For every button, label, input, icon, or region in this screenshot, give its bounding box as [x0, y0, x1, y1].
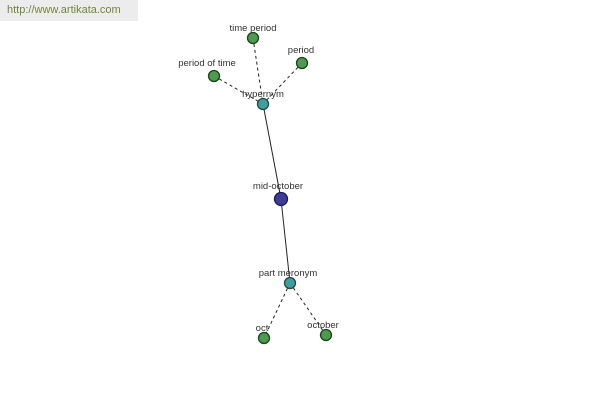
- graph-edge-mid-october-part-meronym: [280, 198, 291, 284]
- graph-node-label-time-period: time period: [230, 23, 277, 34]
- graph-edge-part-meronym-october: [289, 282, 327, 336]
- graph-node-label-period-of-time: period of time: [178, 58, 236, 69]
- graph-edge-hypernym-mid-october: [262, 103, 282, 200]
- site-url-label: http://www.artikata.com: [0, 0, 138, 21]
- graph-node-label-period: period: [288, 45, 314, 56]
- graph-edge-time-period-hypernym: [252, 37, 264, 105]
- graph-node-part-meronym[interactable]: [283, 276, 297, 290]
- graph-node-label-october: october: [307, 320, 339, 331]
- graph-node-label-hypernym: hypernym: [242, 89, 284, 100]
- graph-node-october[interactable]: [319, 328, 333, 342]
- graph-node-period[interactable]: [295, 56, 309, 70]
- graph-edge-part-meronym-oct: [263, 282, 291, 339]
- graph-node-mid-october[interactable]: [273, 191, 289, 207]
- graph-node-hypernym[interactable]: [256, 97, 270, 111]
- graph-node-label-oct: oct: [256, 323, 269, 334]
- graph-node-period-of-time[interactable]: [207, 69, 221, 83]
- graph-node-time-period[interactable]: [246, 31, 260, 45]
- graph-node-oct[interactable]: [257, 331, 271, 345]
- graph-node-label-part-meronym: part meronym: [259, 268, 318, 279]
- graph-node-label-mid-october: mid-october: [253, 181, 303, 192]
